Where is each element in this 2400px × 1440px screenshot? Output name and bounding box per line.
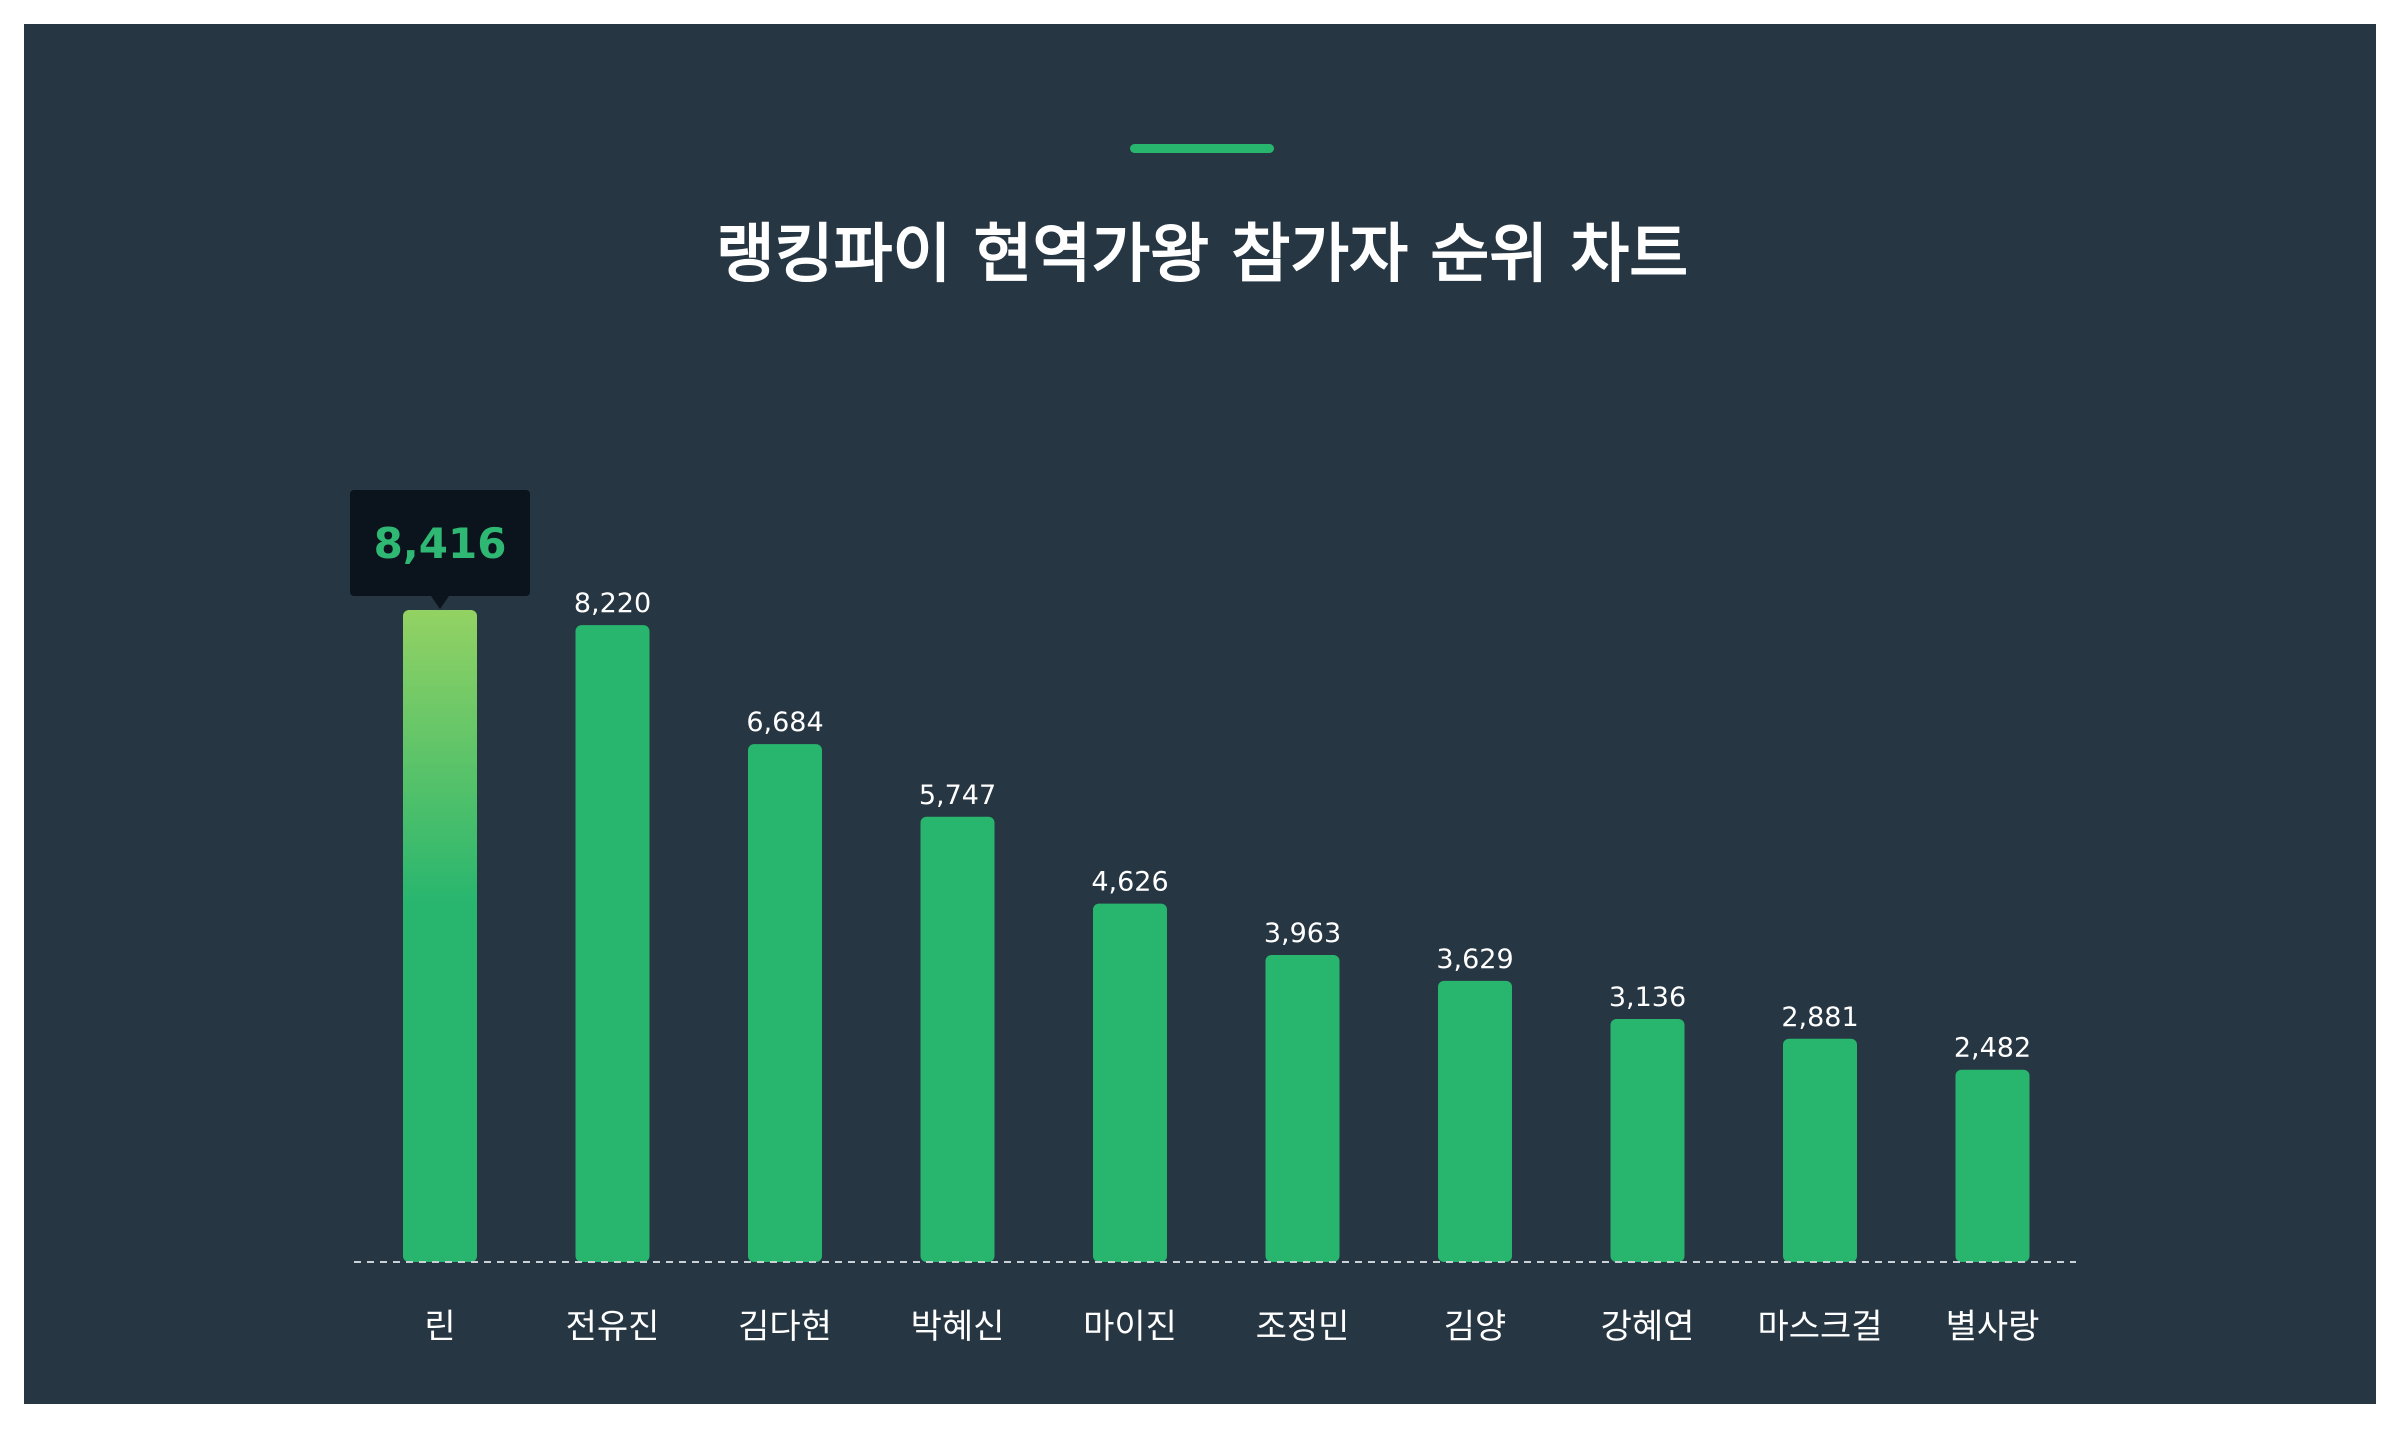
value-label: 2,482 — [1954, 1033, 2031, 1064]
bar-group[interactable]: 2,881 마스크걸 — [1757, 1002, 1882, 1347]
category-label: 김다현 — [738, 1307, 832, 1347]
bar-group[interactable]: 4,626 마이진 — [1083, 867, 1177, 1347]
value-label: 2,881 — [1781, 1002, 1858, 1033]
category-label: 박혜신 — [911, 1307, 1005, 1347]
category-label: 전유진 — [566, 1307, 660, 1347]
category-label: 별사랑 — [1946, 1307, 2040, 1347]
bar-group[interactable]: 3,136 강혜연 — [1601, 982, 1695, 1347]
bar[interactable] — [1266, 955, 1340, 1262]
bar[interactable] — [1783, 1039, 1857, 1262]
bar[interactable] — [921, 817, 995, 1262]
category-label: 강혜연 — [1601, 1307, 1695, 1347]
category-label: 린 — [424, 1307, 455, 1347]
chart-panel: 랭킹파이 현역가왕 참가자 순위 차트 8,416 린 8,220 전유진 6,684 김… — [24, 24, 2376, 1404]
title-accent-line — [1130, 144, 1274, 153]
bar[interactable] — [748, 744, 822, 1262]
bar-group[interactable]: 3,963 조정민 — [1256, 918, 1350, 1347]
bar[interactable] — [576, 625, 650, 1262]
bar[interactable] — [403, 610, 477, 1262]
bar[interactable] — [1438, 981, 1512, 1262]
value-label: 6,684 — [746, 707, 823, 738]
category-label: 조정민 — [1256, 1307, 1350, 1347]
value-label: 3,136 — [1609, 982, 1686, 1013]
bar-group[interactable]: 8,220 전유진 — [566, 588, 660, 1347]
bar[interactable] — [1611, 1019, 1685, 1262]
tooltip-value: 8,416 — [374, 519, 507, 568]
value-label: 4,626 — [1091, 867, 1168, 898]
bar[interactable] — [1956, 1070, 2030, 1262]
bar-group[interactable]: 2,482 별사랑 — [1946, 1033, 2040, 1347]
bar[interactable] — [1093, 904, 1167, 1262]
category-label: 마스크걸 — [1757, 1307, 1882, 1347]
bar-group[interactable]: 3,629 김양 — [1436, 944, 1513, 1347]
value-label: 5,747 — [919, 780, 996, 811]
value-label: 8,220 — [574, 588, 651, 619]
bar-chart: 랭킹파이 현역가왕 참가자 순위 차트 8,416 린 8,220 전유진 6,684 김… — [24, 24, 2376, 1404]
tooltip-pointer — [431, 596, 449, 609]
value-label: 3,629 — [1436, 944, 1513, 975]
category-label: 김양 — [1444, 1307, 1507, 1347]
bar-group[interactable]: 6,684 김다현 — [738, 707, 832, 1347]
value-label: 3,963 — [1264, 918, 1341, 949]
bar-group[interactable]: 8,416 린 — [350, 490, 530, 1347]
category-label: 마이진 — [1083, 1307, 1177, 1347]
highlight-tooltip: 8,416 — [350, 490, 530, 609]
chart-title: 랭킹파이 현역가왕 참가자 순위 차트 — [716, 218, 1688, 292]
bars-layer: 8,416 린 8,220 전유진 6,684 김다현 5,747 박혜신 4,626 마이진 3,… — [350, 490, 2039, 1347]
